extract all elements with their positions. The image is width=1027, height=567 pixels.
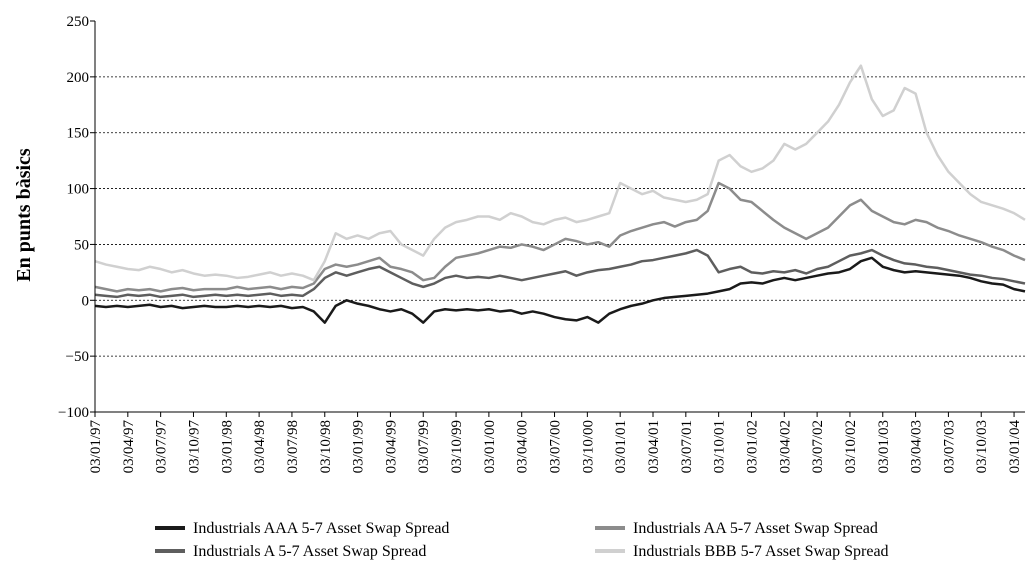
- x-tick-label: 03/07/98: [285, 420, 301, 473]
- y-tick-label: 150: [67, 126, 90, 142]
- y-axis-label: En punts bàsics: [13, 148, 35, 282]
- y-tick-label: 100: [67, 182, 90, 198]
- x-tick-label: 03/01/01: [613, 420, 629, 473]
- x-tick-label: 03/04/99: [383, 420, 399, 473]
- x-tick-label: 03/01/98: [219, 420, 235, 473]
- x-tick-label: 03/10/98: [318, 420, 334, 473]
- series-line: [94, 181, 1026, 293]
- y-tick-label: 250: [67, 14, 90, 30]
- x-tick-label: 03/04/02: [777, 420, 793, 473]
- x-tick-label: 03/01/97: [88, 420, 104, 474]
- x-tick-label: 03/10/02: [843, 420, 859, 473]
- legend-label: Industrials AA 5-7 Asset Swap Spread: [633, 520, 878, 537]
- series-line: [94, 256, 1026, 324]
- x-tick-label: 03/07/02: [810, 420, 826, 473]
- x-tick-label: 03/07/00: [548, 420, 564, 473]
- x-tick-label: 03/01/99: [351, 420, 367, 473]
- x-tick-label: 03/04/97: [121, 420, 137, 474]
- x-tick-label: 03/10/99: [449, 420, 465, 473]
- x-tick-label: 03/07/03: [941, 420, 957, 473]
- x-tick-label: 03/04/03: [909, 420, 925, 473]
- legend-label: Industrials A 5-7 Asset Swap Spread: [193, 543, 426, 560]
- series-line: [94, 64, 1026, 282]
- x-tick-label: 03/01/03: [876, 420, 892, 473]
- y-tick-label: −50: [66, 349, 89, 365]
- x-tick-label: 03/01/00: [482, 420, 498, 473]
- x-tick-label: 03/10/03: [974, 420, 990, 473]
- y-tick-label: −100: [58, 405, 89, 421]
- legend-label: Industrials BBB 5-7 Asset Swap Spread: [633, 543, 889, 560]
- y-tick-label: 0: [82, 293, 90, 309]
- x-tick-label: 03/04/98: [252, 420, 268, 473]
- x-tick-label: 03/10/00: [580, 420, 596, 473]
- x-tick-label: 03/04/01: [646, 420, 662, 473]
- x-tick-label: 03/07/01: [679, 420, 695, 473]
- x-tick-label: 03/07/97: [154, 420, 170, 474]
- legend-label: Industrials AAA 5-7 Asset Swap Spread: [193, 520, 449, 537]
- x-tick-label: 03/01/02: [744, 420, 760, 473]
- x-tick-label: 03/01/04: [1007, 420, 1023, 474]
- x-tick-label: 03/10/01: [712, 420, 728, 473]
- series-line: [94, 248, 1026, 299]
- x-tick-label: 03/10/97: [186, 420, 202, 474]
- y-tick-label: 200: [67, 70, 90, 86]
- x-tick-label: 03/07/99: [416, 420, 432, 473]
- y-tick-label: 50: [74, 237, 89, 253]
- x-tick-label: 03/04/00: [515, 420, 531, 473]
